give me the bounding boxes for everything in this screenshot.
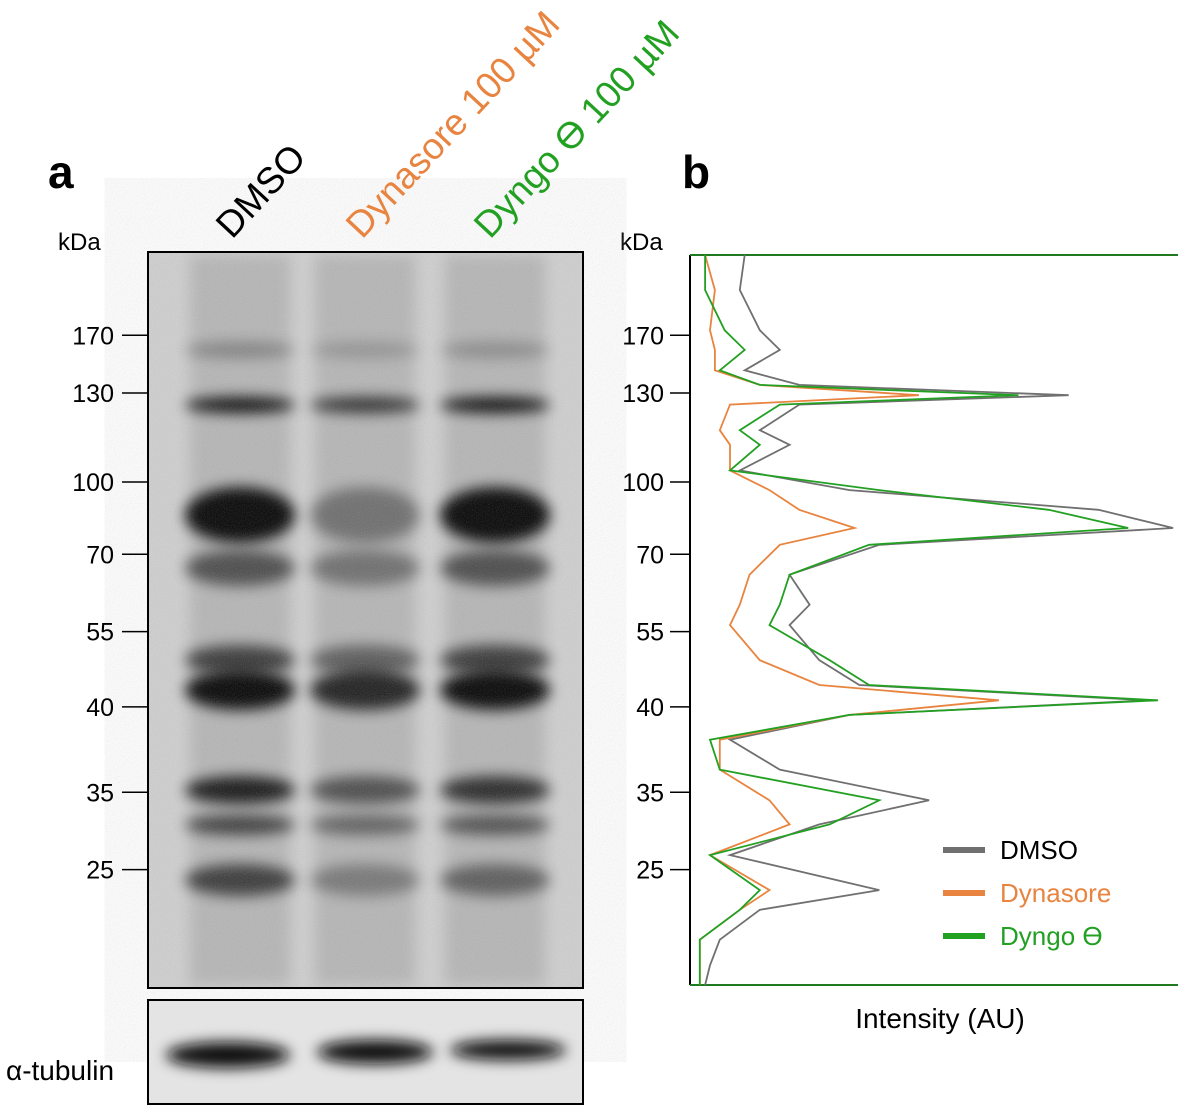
y-tick-label: 35 [636,779,664,807]
intensity-profile [704,254,1174,986]
intensity-profile [698,255,1159,985]
y-tick-label: 170 [622,322,664,350]
blot-marker-label: 70 [86,541,114,569]
y-tick-label: 130 [622,380,664,408]
intensity-profile [698,254,999,985]
blot-marker-label: 170 [72,322,114,350]
blot-marker-label: 35 [86,779,114,807]
blot-marker-label: 100 [72,469,114,497]
y-tick-label: 40 [636,694,664,722]
y-tick-label: 70 [636,541,664,569]
legend-label: Dynasore [1000,878,1111,908]
panel-label: a [48,146,74,198]
blot-marker-label: 55 [86,619,114,647]
x-axis-label: Intensity (AU) [855,1003,1025,1034]
y-tick-label: 25 [636,857,664,885]
blot-marker-label: 25 [86,857,114,885]
blot-border [147,251,584,989]
western-blot [147,251,584,1105]
legend-label: DMSO [1000,835,1078,865]
tubulin-band [450,1040,566,1060]
y-tick-label: 100 [622,469,664,497]
tubulin-band [166,1042,290,1068]
y-tick-label: 55 [636,619,664,647]
loading-control-label: α-tubulin [6,1055,114,1086]
panel-label: b [682,146,710,198]
tubulin-band [317,1040,433,1064]
blot-marker-label: 40 [86,694,114,722]
blot-marker-label: 130 [72,380,114,408]
lane-label: Dynasore 100 µM [338,3,568,245]
legend-label: Dyngo Ө [1000,921,1103,951]
kda-label: kDa [58,229,101,256]
lane-label: DMSO [208,136,314,245]
kda-label: kDa [620,229,663,256]
blot-texture [148,252,583,988]
